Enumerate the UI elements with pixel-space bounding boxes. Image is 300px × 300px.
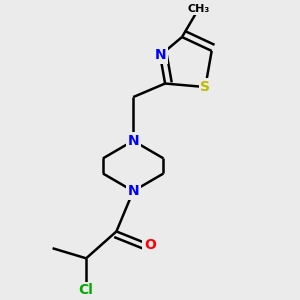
- Text: N: N: [154, 48, 166, 62]
- Text: Cl: Cl: [79, 283, 94, 297]
- Text: N: N: [128, 184, 139, 198]
- Text: S: S: [200, 80, 210, 94]
- Text: N: N: [128, 134, 139, 148]
- Text: O: O: [144, 238, 156, 252]
- Text: CH₃: CH₃: [188, 4, 210, 14]
